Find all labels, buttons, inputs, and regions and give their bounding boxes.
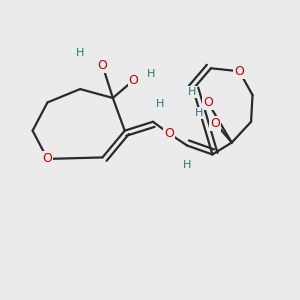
Text: H: H (156, 99, 165, 109)
Text: H: H (183, 160, 191, 170)
Text: O: O (43, 152, 52, 165)
Text: H: H (147, 69, 156, 79)
Text: O: O (98, 59, 107, 72)
Text: O: O (203, 96, 213, 109)
Text: O: O (211, 117, 220, 130)
Text: O: O (164, 127, 174, 140)
Text: H: H (76, 48, 84, 59)
Text: H: H (188, 87, 196, 97)
Text: O: O (234, 65, 244, 78)
Text: H: H (195, 108, 203, 118)
Text: O: O (129, 74, 139, 87)
